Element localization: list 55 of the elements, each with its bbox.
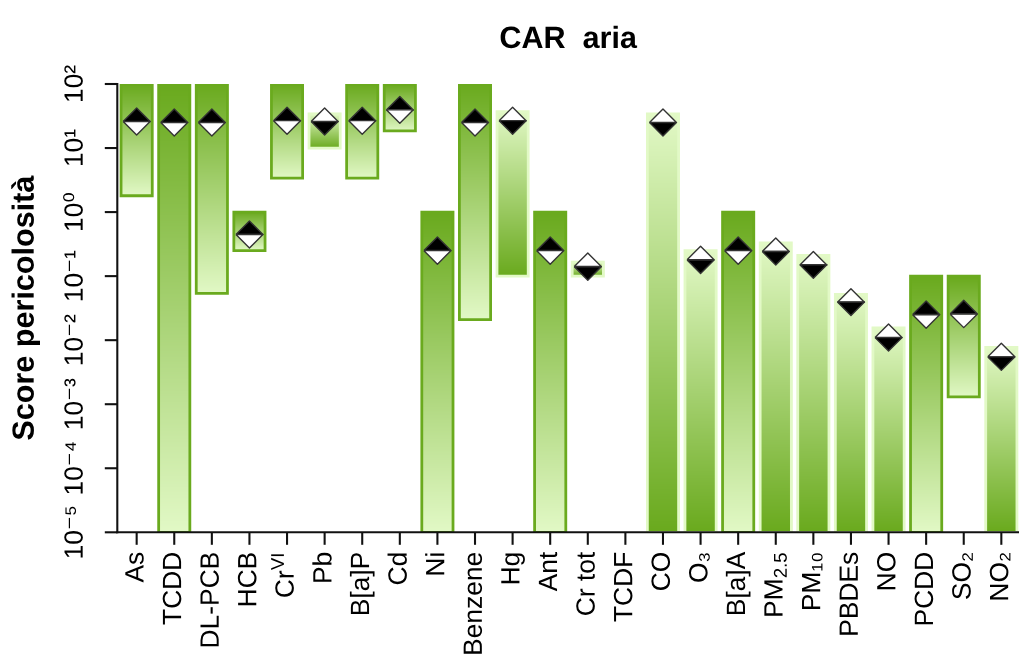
bar — [533, 210, 568, 533]
x-tick-label: B[a]P — [349, 553, 375, 615]
bar — [645, 112, 680, 533]
bar — [270, 84, 305, 180]
bar — [683, 249, 718, 533]
x-tick-label: CO — [651, 553, 671, 590]
y-tick-label: 10⁻² — [64, 314, 83, 365]
bar — [345, 84, 380, 180]
bar — [157, 84, 192, 533]
bar — [232, 210, 267, 253]
bar — [984, 346, 1019, 533]
bar — [909, 274, 944, 533]
x-tick-label: Ant — [538, 551, 558, 592]
x-tick-label: Cr$^{VI}$ — [271, 554, 294, 597]
x-tick-label: SO₂ — [952, 553, 973, 599]
y-tick-label: 10⁻⁴ — [64, 442, 83, 494]
x-tick-label: PM₁₀ — [802, 553, 823, 610]
x-tick-label: Pb — [312, 552, 332, 582]
x-tick-label: Hg — [501, 553, 525, 584]
y-axis-title: Score pericolosità — [11, 175, 40, 440]
bar — [871, 326, 906, 533]
x-tick-label: PCDD — [914, 553, 934, 625]
bar — [796, 254, 831, 533]
bar — [833, 292, 868, 533]
y-tick-label: 10⁻¹ — [64, 250, 83, 301]
x-tick-label: As — [125, 552, 144, 583]
x-tick-label: Benzene — [463, 552, 483, 654]
bar — [721, 210, 756, 533]
bar — [946, 274, 981, 399]
x-tick-label: PM$_{2.5}$ — [764, 553, 787, 616]
y-tick-label: 10⁻³ — [64, 378, 83, 429]
x-tick-label: B[a]A — [725, 551, 751, 615]
x-tick-label: Cr tot — [576, 551, 595, 615]
bar — [382, 84, 417, 133]
x-tick-label: DL-PCB — [200, 553, 219, 647]
bar — [758, 241, 793, 533]
chart-title: CAR aria — [500, 25, 638, 49]
bar — [495, 110, 530, 278]
x-tick-label: NO — [876, 553, 896, 590]
x-tick-label: NO₂ — [989, 553, 1011, 600]
x-tick-label: O₃ — [688, 553, 710, 582]
y-tick-label: 10⁻⁵ — [64, 506, 83, 558]
y-tick-label: 10² — [64, 65, 83, 102]
x-tick-label: TCDD — [162, 553, 182, 625]
x-tick-label: HCB — [237, 553, 257, 606]
bar — [119, 84, 154, 198]
bar — [420, 210, 455, 533]
x-tick-label: TCDF — [613, 552, 633, 622]
y-tick-label: 10⁰ — [63, 193, 83, 231]
y-tick-label: 10¹ — [64, 129, 83, 166]
bar — [458, 84, 492, 321]
bar — [194, 84, 229, 295]
x-tick-label: Ni — [425, 553, 445, 575]
x-tick-label: Cd — [387, 553, 407, 585]
x-tick-label: PBDEs — [839, 552, 859, 635]
